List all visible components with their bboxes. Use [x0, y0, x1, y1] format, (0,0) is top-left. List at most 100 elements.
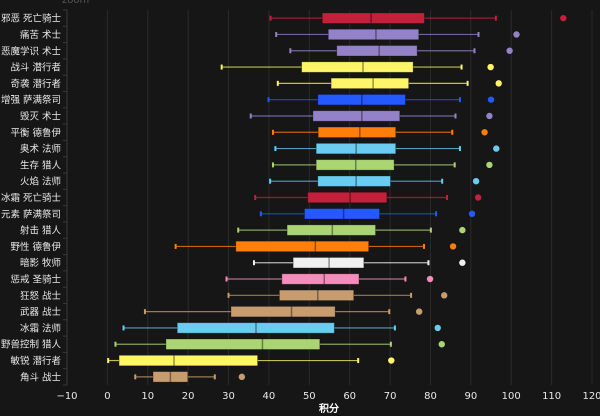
box-iqr: [336, 45, 418, 57]
y-category-label: 恶魔学识 术士: [1, 45, 62, 57]
box-iqr: [315, 142, 397, 155]
box-group: [107, 354, 395, 367]
x-tick-label: 90: [464, 391, 477, 402]
box-iqr: [317, 175, 391, 187]
box-group: [122, 322, 441, 334]
x-axis-title: 积分: [319, 402, 339, 415]
x-tick-label: 30: [222, 391, 235, 402]
outlier-point: [486, 161, 493, 169]
y-category-label: 生存 猎人: [20, 159, 62, 171]
box-iqr: [317, 94, 406, 106]
x-tick-label: 40: [263, 391, 276, 402]
y-category-label: 惩戒 圣骑士: [10, 274, 61, 286]
y-category-label: 武器 战士: [20, 306, 62, 318]
y-category-label: 角斗 战士: [20, 371, 62, 383]
box-iqr: [152, 371, 189, 383]
box-iqr: [176, 322, 335, 334]
y-category-label: 战斗 潜行者: [10, 62, 61, 74]
box-iqr: [235, 240, 370, 253]
box-group: [249, 110, 493, 122]
outlier-point: [415, 308, 423, 315]
y-category-label: 奇袭 潜行者: [10, 78, 61, 90]
box-group: [271, 159, 493, 171]
outlier-point: [472, 177, 480, 185]
y-category-label: 奥术 法师: [20, 143, 61, 155]
outlier-point: [426, 275, 434, 283]
x-tick-label: 50: [303, 391, 316, 402]
box-iqr: [304, 208, 380, 220]
box-group: [274, 142, 500, 155]
x-axis: −10 0 10 20 30 40 50 60 70 80 90 100 110 120: [56, 391, 600, 402]
x-tick-label: 20: [182, 391, 195, 402]
box-iqr: [301, 61, 414, 73]
y-category-label: 元素 萨满祭司: [1, 208, 61, 220]
outlier-point: [459, 259, 466, 266]
x-tick-label: 10: [141, 391, 154, 402]
box-group: [289, 45, 513, 57]
box-iqr: [230, 305, 336, 318]
outlier-point: [440, 292, 448, 299]
outlier-point: [238, 373, 246, 381]
x-tick-label: 70: [384, 391, 397, 402]
x-tick-label: 120: [582, 391, 600, 402]
box-group: [134, 371, 246, 383]
box-iqr: [315, 159, 395, 171]
x-tick-label: 80: [424, 391, 437, 402]
y-category-label: 冰霜 死亡骑士: [1, 192, 62, 204]
box-iqr: [279, 289, 355, 301]
x-tick-label: −10: [56, 391, 77, 402]
outlier-point: [459, 226, 466, 234]
outlier-point: [487, 63, 494, 71]
box-iqr: [165, 338, 321, 350]
x-tick-label: 0: [104, 391, 110, 402]
y-category-label: 野兽控制 猎人: [1, 339, 62, 351]
box-group: [269, 175, 480, 187]
box-group: [271, 126, 488, 138]
box-iqr: [307, 191, 388, 204]
box-group: [227, 289, 448, 301]
x-tick-label: 110: [542, 391, 561, 402]
outlier-point: [495, 80, 502, 87]
box-group: [276, 77, 502, 90]
x-tick-label: 100: [502, 391, 521, 402]
y-category-label: 毁灭 术士: [20, 110, 62, 122]
box-group: [275, 28, 520, 41]
box-iqr: [321, 12, 425, 24]
box-group: [259, 208, 476, 220]
outlier-point: [438, 341, 445, 348]
y-category-label: 邪恶 死亡骑士: [1, 13, 62, 25]
box-iqr: [286, 224, 376, 236]
y-category-label: 痛苦 术士: [20, 29, 62, 41]
y-category-label: 平衡 德鲁伊: [10, 127, 61, 139]
box-iqr: [330, 77, 410, 90]
box-group: [220, 61, 494, 73]
y-category-label: 敏锐 潜行者: [10, 355, 61, 367]
y-category-label: 射击 猎人: [20, 225, 62, 237]
box-group: [225, 273, 434, 285]
outlier-point: [481, 129, 488, 136]
box-group: [174, 240, 457, 253]
box-iqr: [317, 126, 397, 138]
box-iqr: [327, 28, 420, 41]
box-group: [114, 338, 445, 350]
outlier-point: [434, 324, 441, 332]
box-iqr: [312, 110, 401, 122]
box-group: [143, 305, 423, 318]
y-category-label: 野性 德鲁伊: [10, 241, 61, 253]
y-category-label: 增强 萨满祭司: [1, 94, 61, 106]
outlier-point: [468, 210, 476, 218]
outlier-point: [493, 145, 500, 152]
box-iqr: [118, 354, 259, 367]
outlier-point: [486, 112, 493, 120]
box-group: [237, 224, 466, 236]
outlier-point: [487, 96, 495, 103]
outlier-point: [513, 31, 520, 38]
box-iqr: [281, 273, 360, 285]
outlier-point: [449, 243, 457, 250]
outlier-point: [506, 47, 513, 54]
zoom-hint-text: zoom: [62, 0, 89, 6]
box-group: [267, 94, 495, 106]
box-group: [252, 257, 466, 269]
